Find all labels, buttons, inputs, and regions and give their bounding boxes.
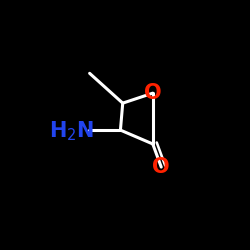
Text: O: O [144, 83, 162, 103]
Text: H$_2$N: H$_2$N [49, 119, 94, 143]
Text: O: O [152, 157, 170, 177]
